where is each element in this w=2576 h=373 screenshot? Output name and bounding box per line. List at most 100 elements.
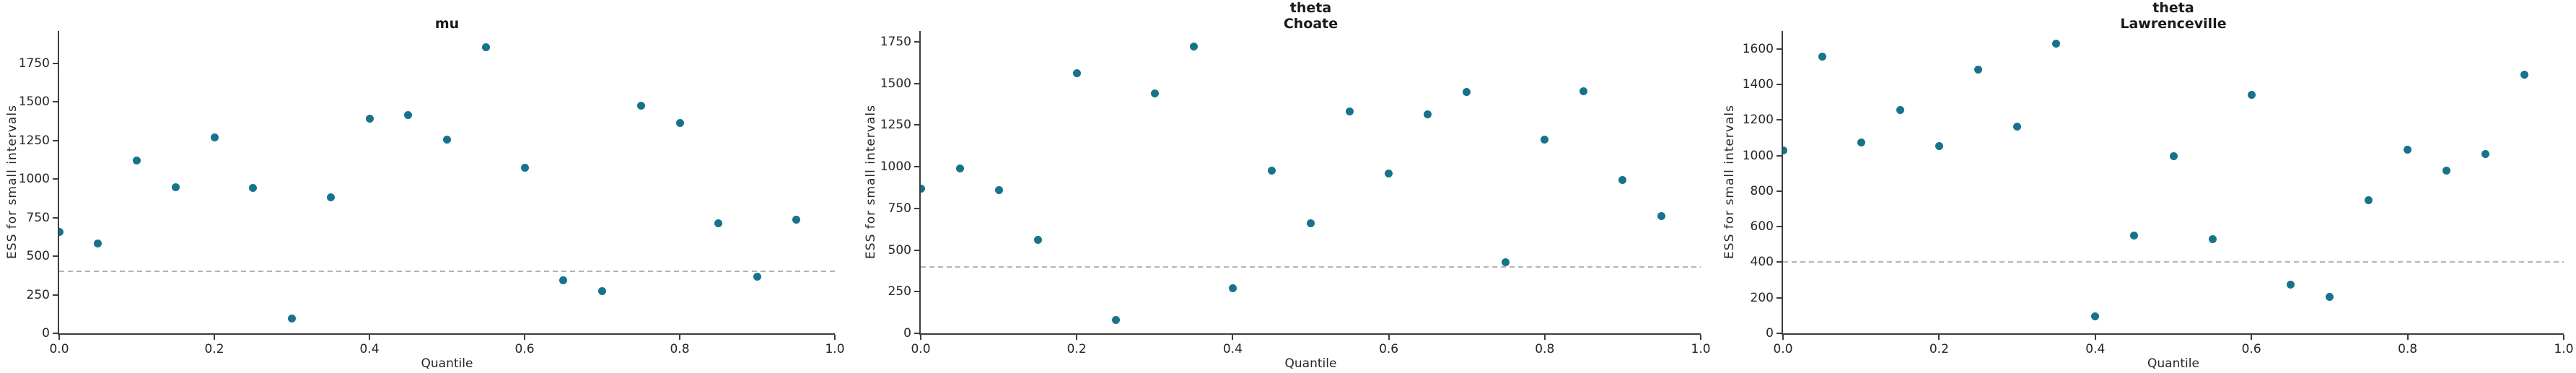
x-tick: [1388, 335, 1390, 340]
y-tick: [1777, 84, 1782, 86]
y-tick-label: 1250: [880, 118, 911, 133]
panel-title-line: Choate: [1283, 16, 1339, 32]
scatter-point: [326, 193, 335, 202]
scatter-point: [1896, 106, 1904, 115]
scatter-point: [559, 276, 568, 284]
y-tick: [914, 82, 919, 84]
scatter-point: [1033, 236, 1042, 245]
scatter-point: [2443, 167, 2451, 175]
x-tick: [1076, 335, 1078, 340]
scatter-point: [1189, 43, 1198, 51]
panel-theta-lawrenceville: theta Lawrenceville ESS for small interv…: [1717, 0, 2576, 373]
panel-title: theta Choate: [921, 0, 1701, 32]
y-tick: [1777, 48, 1782, 50]
scatter-point: [955, 164, 964, 172]
y-tick: [1777, 226, 1782, 228]
y-tick-label: 750: [888, 201, 911, 216]
y-axis-label: ESS for small intervals: [1722, 105, 1737, 259]
scatter-point: [210, 133, 219, 141]
y-tick: [914, 166, 919, 168]
y-tick-label: 600: [1750, 219, 1774, 234]
y-tick-label: 750: [26, 210, 50, 225]
scatter-point: [1150, 89, 1159, 98]
scatter-point: [2325, 293, 2334, 301]
scatter-point: [675, 118, 684, 127]
x-tick-label: 0.6: [1379, 342, 1399, 356]
x-tick: [2094, 335, 2096, 340]
y-tick-label: 250: [888, 284, 911, 299]
scatter-point: [133, 156, 141, 164]
scatter-point: [171, 183, 180, 192]
panel-mu: mu ESS for small intervals 0 250 500 750 100…: [0, 0, 859, 373]
x-tick-label: 0.0: [49, 342, 69, 356]
scatter-point: [2208, 234, 2217, 243]
y-tick: [914, 291, 919, 293]
y-tick-label: 500: [888, 242, 911, 258]
x-tick-label: 0.0: [1773, 342, 1793, 356]
scatter-point: [1974, 65, 1982, 74]
scatter-point: [1463, 87, 1471, 96]
scatter-point: [59, 228, 63, 237]
x-axis-label: Quantile: [2147, 356, 2199, 371]
scatter-point: [94, 240, 102, 248]
scatter-point: [1307, 219, 1315, 228]
min-ess-reference-line: [921, 266, 1701, 268]
x-tick-label: 0.4: [359, 342, 380, 356]
scatter-point: [994, 185, 1003, 194]
y-tick: [53, 139, 58, 141]
x-tick: [524, 335, 525, 340]
scatter-point: [288, 315, 296, 323]
x-tick-label: 0.0: [911, 342, 931, 356]
min-ess-reference-line: [59, 271, 835, 273]
min-ess-reference-line: [1783, 261, 2564, 263]
panel-title: theta Lawrenceville: [1783, 0, 2564, 32]
panel-title-line: Lawrenceville: [2120, 16, 2227, 32]
scatter-point: [792, 216, 800, 224]
y-tick-label: 1250: [18, 133, 50, 148]
scatter-point: [2481, 149, 2490, 158]
y-tick: [53, 255, 58, 258]
y-tick: [1777, 119, 1782, 121]
y-tick: [914, 41, 919, 43]
x-tick: [1782, 335, 1784, 340]
y-axis-spine: [1782, 31, 1783, 335]
x-tick: [58, 335, 60, 340]
x-tick-label: 0.6: [514, 342, 535, 356]
x-axis-spine: [1782, 333, 2564, 335]
scatter-point: [1111, 316, 1120, 325]
scatter-point: [2091, 312, 2100, 321]
x-tick-label: 0.8: [2398, 342, 2418, 356]
x-axis-spine: [58, 333, 835, 335]
x-tick: [679, 335, 680, 340]
x-tick: [2251, 335, 2253, 340]
y-tick: [53, 62, 58, 64]
x-tick-label: 0.4: [2085, 342, 2106, 356]
y-tick: [1777, 297, 1782, 299]
scatter-point: [921, 184, 925, 193]
scatter-point: [1385, 169, 1393, 177]
scatter-point: [404, 110, 413, 119]
y-tick: [1777, 190, 1782, 192]
y-tick: [914, 124, 919, 126]
x-tick-label: 1.0: [825, 342, 845, 356]
panel-title-line: theta: [2152, 0, 2194, 16]
scatter-point: [1072, 69, 1081, 78]
x-axis-label: Quantile: [1284, 356, 1337, 371]
plot-clip-region: [921, 31, 1701, 333]
scatter-point: [753, 273, 761, 281]
y-axis-spine: [58, 31, 59, 335]
x-tick-label: 0.8: [670, 342, 690, 356]
plot-clip-region: [59, 31, 835, 333]
scatter-point: [1267, 167, 1276, 175]
y-tick: [1777, 261, 1782, 263]
y-tick-label: 1500: [18, 95, 50, 110]
scatter-point: [1818, 53, 1826, 61]
x-tick-label: 1.0: [1691, 342, 1711, 356]
scatter-point: [520, 163, 529, 172]
x-tick: [214, 335, 215, 340]
y-tick-label: 1400: [1742, 77, 1774, 92]
y-tick-label: 1600: [1742, 41, 1774, 56]
x-tick: [834, 335, 836, 340]
y-tick: [1777, 154, 1782, 157]
